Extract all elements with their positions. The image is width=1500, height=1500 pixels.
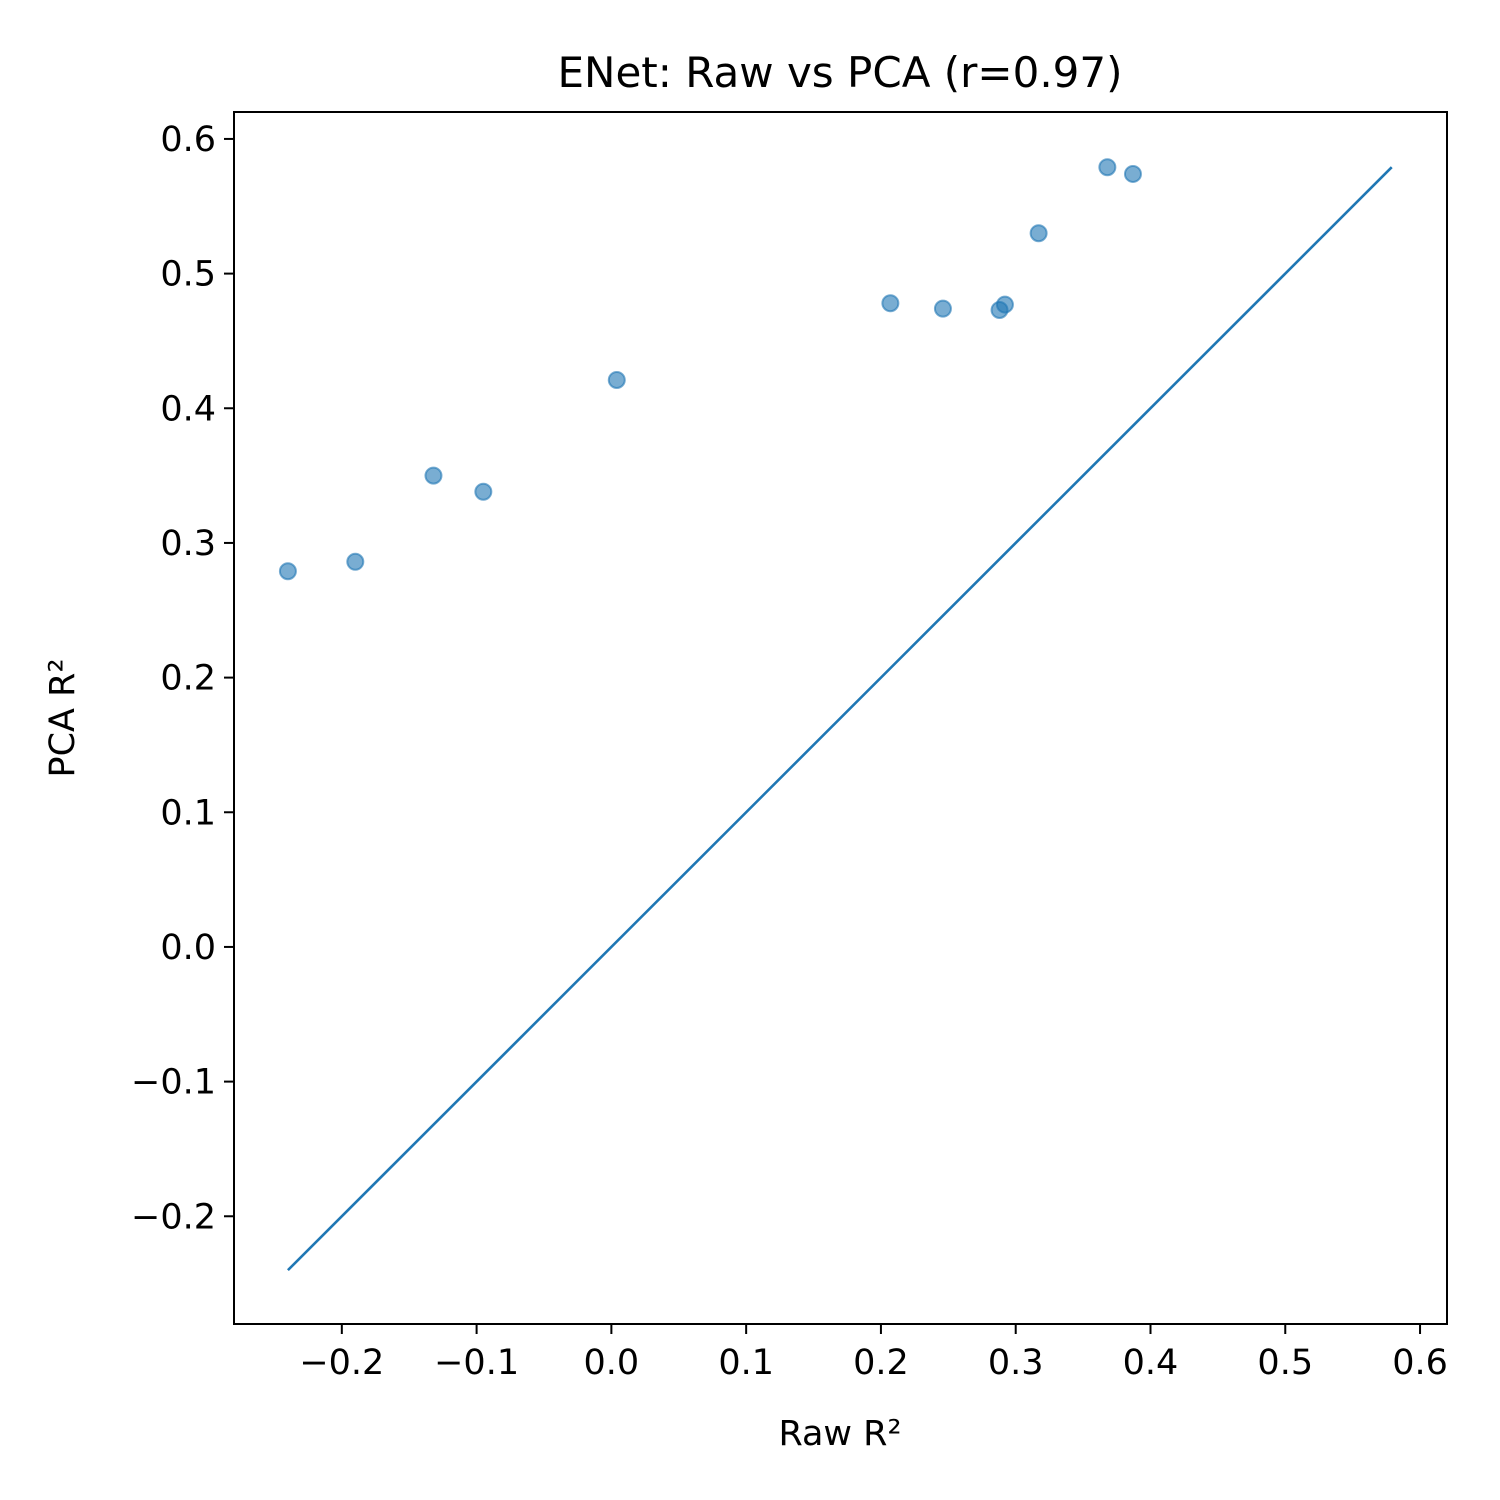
scatter-point	[1029, 224, 1048, 243]
scatter-point	[474, 482, 493, 501]
scatter-point	[346, 552, 365, 571]
chart-title: ENet: Raw vs PCA (r=0.97)	[557, 48, 1122, 97]
scatter-point	[1098, 158, 1117, 177]
x-tick-label: −0.1	[434, 1343, 519, 1383]
y-tick-label: 0.2	[160, 659, 216, 699]
plot-marks	[278, 158, 1393, 1272]
x-tick-label: −0.2	[299, 1343, 384, 1383]
y-axis-title: PCA R²	[43, 659, 83, 778]
x-tick-label: 0.4	[1123, 1343, 1179, 1383]
x-tick-label: 0.3	[988, 1343, 1044, 1383]
plot-area-frame	[233, 111, 1448, 1325]
y-tick-label: −0.2	[131, 1197, 216, 1237]
x-axis: −0.2 −0.1 0.0 0.1 0.2 0.3 0.4 0.5 0.6	[299, 1324, 1448, 1383]
scatter-point	[607, 370, 626, 389]
y-axis: −0.2 −0.1 0.0 0.1 0.2 0.3 0.4 0.5 0.6	[131, 120, 234, 1237]
x-tick-label: 0.6	[1392, 1343, 1448, 1383]
reference-line	[286, 166, 1393, 1272]
scatter-point	[995, 295, 1014, 314]
y-tick-label: 0.5	[160, 255, 216, 295]
x-tick-label: 0.0	[584, 1343, 640, 1383]
scatter-point	[278, 562, 297, 581]
y-tick-label: 0.0	[160, 928, 216, 968]
scatter-point	[1123, 164, 1142, 183]
x-tick-label: 0.5	[1257, 1343, 1313, 1383]
y-tick-label: −0.1	[131, 1063, 216, 1103]
y-tick-label: 0.4	[160, 389, 216, 429]
x-tick-label: 0.1	[718, 1343, 774, 1383]
y-tick-label: 0.6	[160, 120, 216, 160]
x-tick-label: 0.2	[853, 1343, 909, 1383]
scatter-point	[881, 294, 900, 313]
scatter-point	[933, 299, 952, 318]
y-tick-label: 0.3	[160, 524, 216, 564]
scatter-point	[424, 466, 443, 485]
x-axis-title: Raw R²	[778, 1414, 901, 1454]
y-tick-label: 0.1	[160, 793, 216, 833]
